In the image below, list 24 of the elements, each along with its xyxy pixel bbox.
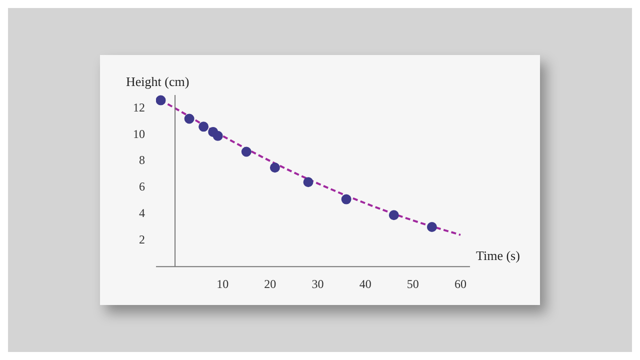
point (241, 146, 252, 157)
x-tick-label: 20 (264, 276, 276, 291)
point (156, 95, 166, 106)
point (388, 210, 399, 220)
point (184, 114, 194, 124)
point (198, 122, 209, 132)
x-tick-label: 10 (216, 276, 229, 291)
point (341, 194, 352, 204)
x-tick-label: 60 (454, 276, 466, 291)
x-tick-label: 50 (406, 276, 419, 291)
x-axis-title: Time (s) (476, 248, 520, 264)
point (303, 177, 314, 188)
y-tick-label: 12 (133, 100, 145, 114)
point (426, 222, 437, 232)
y-tick-label: 8 (139, 153, 145, 168)
y-tick-label: 4 (139, 206, 145, 220)
y-tick-label: 2 (139, 232, 145, 246)
x-tick-label: 40 (359, 276, 372, 291)
point (270, 162, 280, 173)
x-tick-label: 30 (312, 276, 324, 291)
y-tick-label: 10 (133, 126, 145, 141)
y-axis-title: Height (cm) (126, 74, 190, 89)
y-tick-label: 6 (139, 180, 145, 194)
point (212, 130, 223, 141)
